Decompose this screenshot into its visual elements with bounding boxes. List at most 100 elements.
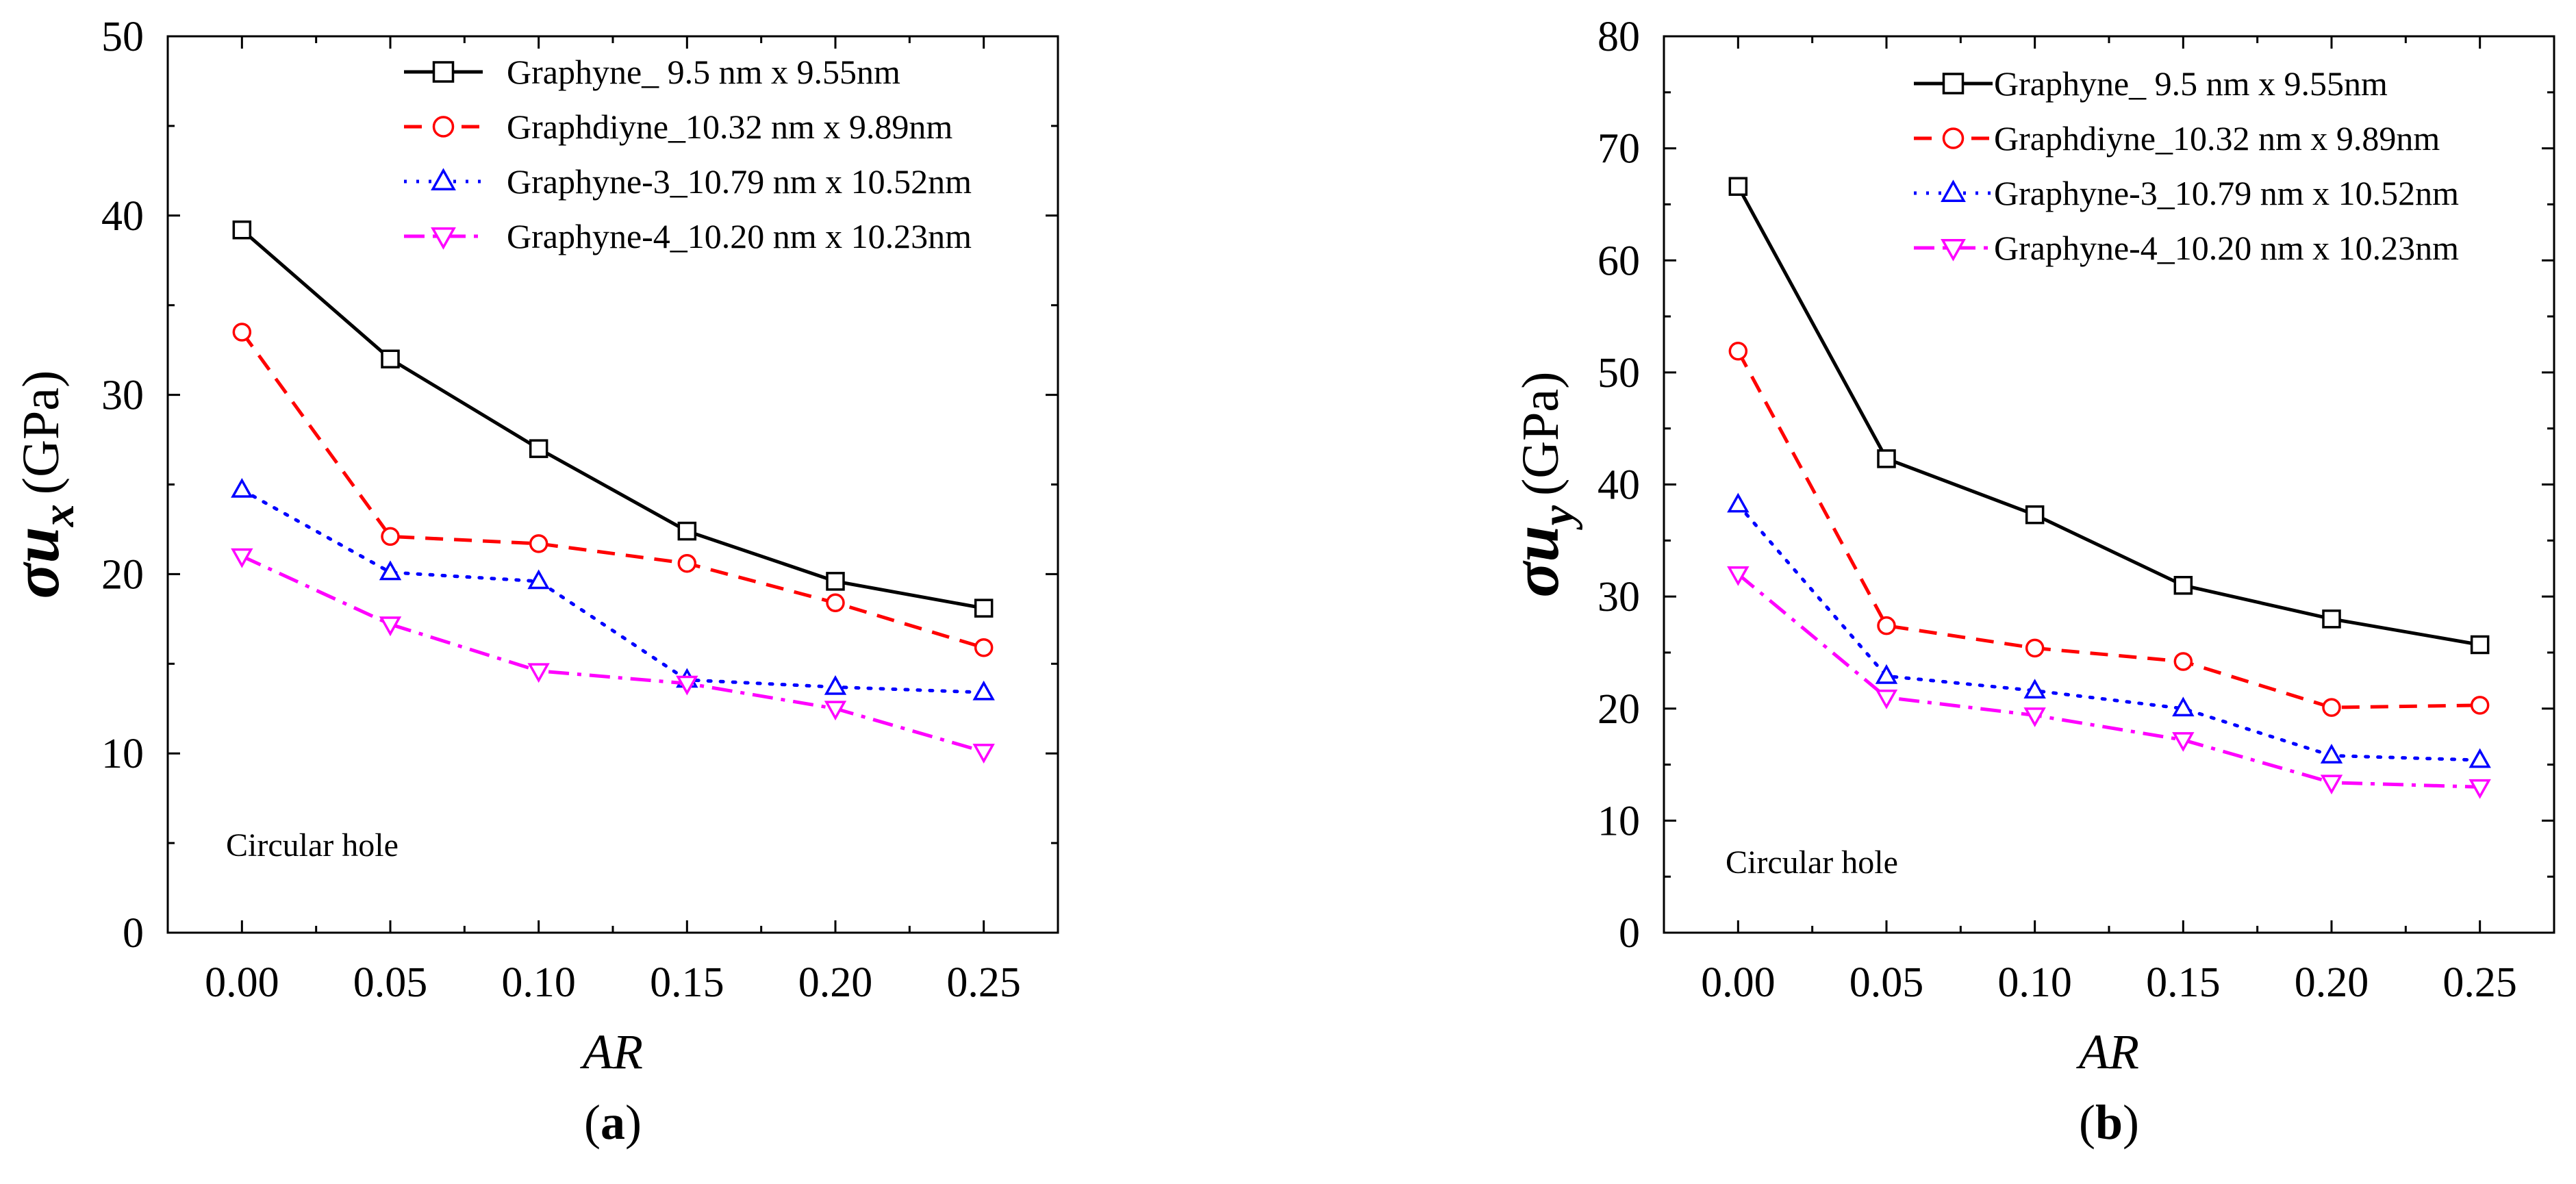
data-point [1877,449,1896,468]
data-point [1728,342,1748,361]
data-point [1727,492,1750,513]
data-point [2468,748,2491,768]
data-point [232,323,252,342]
series-2 [1727,492,2491,768]
y-axis-label: σux (GPa) [0,370,84,599]
data-point [2025,505,2045,525]
data-point [2470,635,2490,655]
y-tick-label: 50 [1598,350,1640,396]
legend: Graphyne_ 9.5 nm x 9.55nm Graphdiyne_10.3… [404,53,972,255]
data-point [2468,779,2491,799]
legend-marker [431,227,456,250]
series-0 [1728,177,2490,655]
legend-marker [1942,127,1965,149]
y-axis-label-symbol: σu [0,527,73,599]
caption-open: ( [2079,1095,2095,1150]
data-point [2023,679,2046,698]
y-tick-label: 0 [1619,910,1640,957]
data-point [1728,177,1748,197]
x-tick-label: 0.15 [650,959,724,1006]
x-tick-label: 0.05 [353,959,428,1006]
caption-close: ) [2123,1095,2139,1150]
legend-label: Graphyne-4_10.20 nm x 10.23nm [507,217,972,255]
series-line [240,488,986,694]
data-point [826,572,845,591]
series-line [240,331,985,650]
y-tick-label: 20 [1598,686,1640,733]
y-tick-label: 30 [101,373,144,419]
data-point [379,616,402,637]
data-point [2172,696,2195,717]
series-3 [1727,566,2491,799]
data-point [824,701,847,721]
x-tick-label: 0.00 [205,959,279,1006]
legend-marker [432,116,455,138]
x-tick-label: 0.25 [2442,959,2517,1006]
legend: Graphyne_ 9.5 nm x 9.55nm Graphdiyne_10.3… [1914,64,2459,267]
data-point [2322,609,2341,629]
data-point [2320,774,2343,795]
data-point [232,220,252,240]
caption-close: ) [625,1095,642,1150]
data-point [2023,707,2046,727]
data-point [2173,576,2193,595]
x-tick-label: 0.15 [2146,959,2221,1006]
y-tick-label: 10 [101,731,144,777]
x-axis-label: AR [2076,1024,2139,1079]
data-point [972,680,995,701]
y-tick-label: 20 [101,551,144,598]
series-1 [1728,342,2490,717]
legend-label: Graphyne-3_10.79 nm x 10.52nm [1994,174,2459,212]
data-point [974,599,994,618]
series-line [1736,503,2482,762]
annotation-circular-hole: Circular hole [1726,844,1898,881]
series-0 [232,220,994,618]
x-tick-label: 0.25 [946,959,1021,1006]
data-point [677,521,697,541]
x-tick-label: 0.20 [798,959,873,1006]
y-tick-label: 10 [1598,798,1640,844]
chart-panel-a: 0 10 20 30 40 50 0.00 0.05 0.10 0.15 0.20 0.25 Graph… [0,14,1059,1150]
data-point [824,675,847,695]
legend-marker [1941,238,1966,262]
data-point [231,477,253,498]
legend-label: Graphyne-4_10.20 nm x 10.23nm [1994,229,2459,267]
y-axis-label-unit: (GPa) [1512,372,1569,496]
series-line [240,228,985,610]
y-axis-label-subscript: x [34,504,84,527]
x-tick-label: 0.20 [2295,959,2369,1006]
x-axis-label: AR [580,1024,643,1079]
data-point [231,548,253,568]
y-tick-label: 40 [1598,462,1640,509]
data-point [972,744,995,764]
data-point [379,560,402,581]
y-axis-label: σuy (GPa) [1499,372,1583,598]
data-point [1877,616,1896,635]
series-line [1737,186,2481,646]
legend-marker [432,61,455,83]
y-axis-label-symbol: σu [1499,525,1572,597]
y-tick-label: 30 [1598,574,1640,620]
data-point [529,534,548,553]
data-point [677,553,697,573]
series-line [1737,350,2480,709]
data-point [1875,664,1898,684]
y-tick-label: 60 [1598,238,1640,284]
data-point [527,663,550,683]
y-tick-label: 0 [123,910,144,957]
data-point [2322,698,2341,717]
data-point [826,593,845,613]
y-tick-label: 80 [1598,14,1640,60]
panel-caption: (b) [2079,1095,2139,1150]
data-point [381,349,400,368]
data-point [381,527,400,546]
data-point [1727,566,1750,586]
caption-letter: a [601,1095,625,1150]
panel-caption: (a) [584,1095,642,1150]
legend-marker [1942,73,1965,95]
data-point [527,569,550,590]
y-axis-label-subscript: y [1533,505,1583,530]
data-point [529,439,548,458]
